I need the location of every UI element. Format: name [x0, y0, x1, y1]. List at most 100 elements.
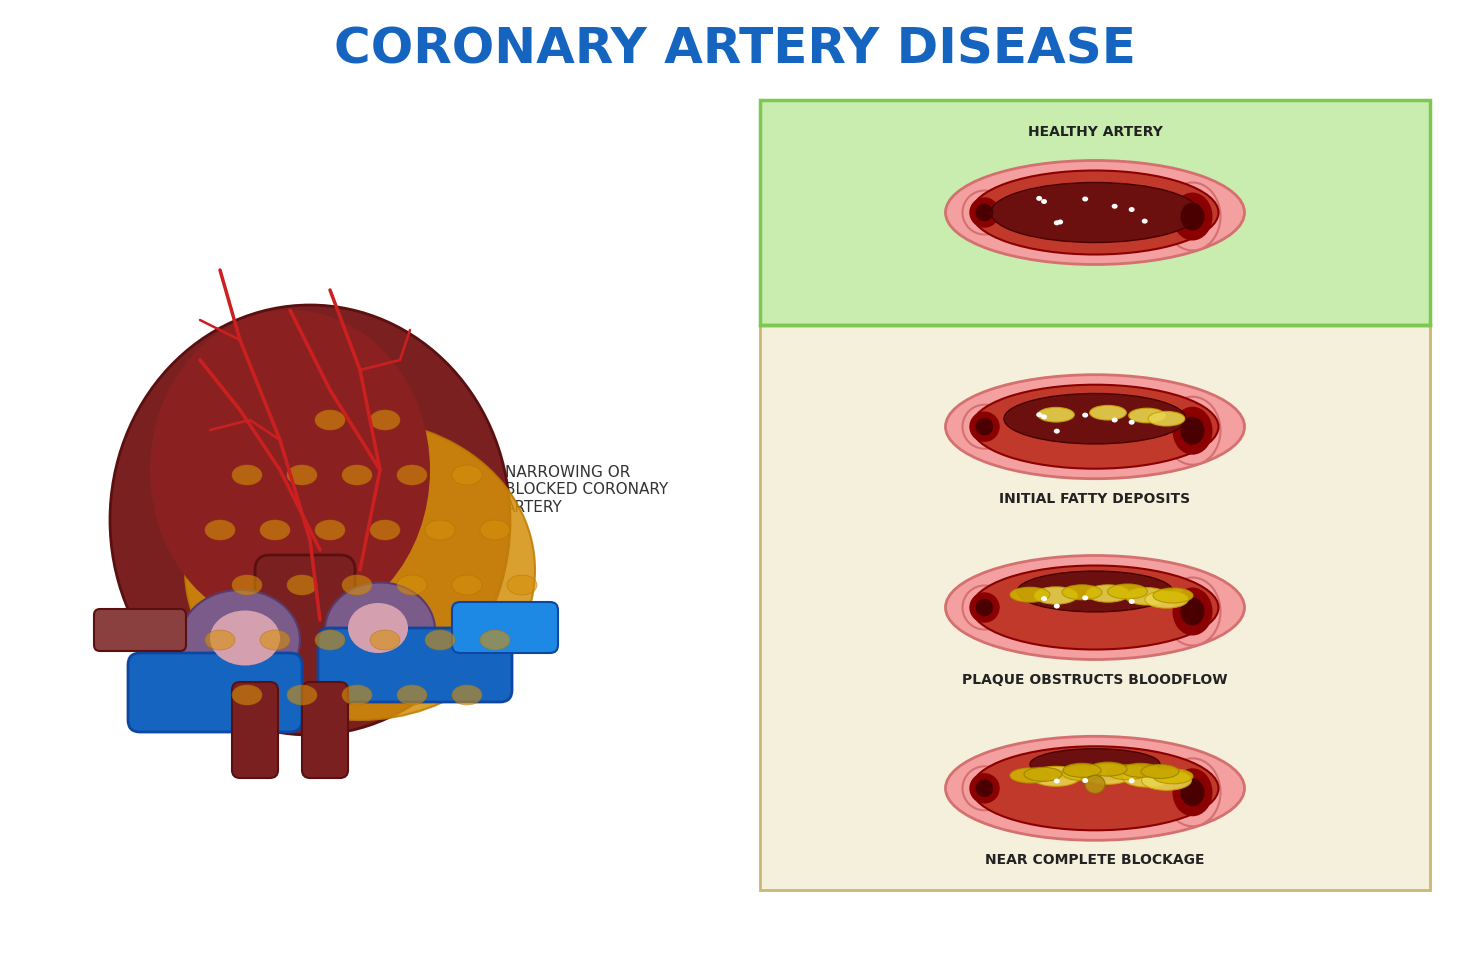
Text: PLAQUE OBSTRUCTS BLOODFLOW: PLAQUE OBSTRUCTS BLOODFLOW — [963, 672, 1227, 687]
Ellipse shape — [1041, 415, 1047, 419]
Ellipse shape — [1173, 587, 1213, 635]
Ellipse shape — [425, 630, 456, 650]
FancyBboxPatch shape — [451, 602, 559, 653]
Ellipse shape — [1036, 413, 1042, 417]
FancyBboxPatch shape — [318, 628, 512, 702]
Ellipse shape — [343, 465, 372, 485]
Ellipse shape — [1164, 182, 1220, 251]
Ellipse shape — [969, 592, 1000, 622]
Ellipse shape — [972, 385, 1219, 468]
Ellipse shape — [1017, 571, 1173, 612]
Ellipse shape — [1122, 767, 1172, 787]
Ellipse shape — [210, 611, 279, 665]
Ellipse shape — [976, 204, 994, 221]
Ellipse shape — [1036, 196, 1042, 201]
Ellipse shape — [232, 685, 262, 705]
Ellipse shape — [1054, 428, 1060, 433]
Ellipse shape — [1082, 413, 1088, 417]
Ellipse shape — [1085, 775, 1105, 793]
Ellipse shape — [1107, 764, 1148, 780]
Ellipse shape — [1063, 763, 1101, 777]
Ellipse shape — [397, 575, 426, 595]
Ellipse shape — [507, 575, 537, 595]
Ellipse shape — [1129, 778, 1135, 783]
Ellipse shape — [260, 520, 290, 540]
Ellipse shape — [1126, 588, 1169, 605]
Ellipse shape — [1142, 770, 1192, 790]
FancyBboxPatch shape — [232, 682, 278, 778]
Ellipse shape — [1086, 585, 1129, 602]
Ellipse shape — [451, 575, 482, 595]
Ellipse shape — [945, 161, 1245, 265]
Ellipse shape — [963, 585, 1007, 629]
Ellipse shape — [963, 405, 1007, 449]
Ellipse shape — [348, 603, 409, 653]
Ellipse shape — [972, 565, 1219, 650]
Ellipse shape — [232, 465, 262, 485]
Ellipse shape — [1004, 394, 1186, 444]
Ellipse shape — [1089, 762, 1127, 776]
Ellipse shape — [1111, 204, 1117, 209]
Ellipse shape — [370, 410, 400, 430]
Text: NEAR COMPLETE BLOCKAGE: NEAR COMPLETE BLOCKAGE — [985, 854, 1205, 867]
Ellipse shape — [972, 747, 1219, 830]
Ellipse shape — [991, 182, 1200, 242]
Ellipse shape — [451, 465, 482, 485]
Ellipse shape — [1129, 419, 1135, 424]
Ellipse shape — [287, 465, 318, 485]
Ellipse shape — [1164, 397, 1220, 465]
Ellipse shape — [260, 630, 290, 650]
Ellipse shape — [1010, 768, 1050, 783]
Ellipse shape — [343, 685, 372, 705]
Ellipse shape — [1129, 599, 1135, 604]
Ellipse shape — [1173, 192, 1213, 240]
FancyBboxPatch shape — [760, 100, 1430, 890]
Ellipse shape — [370, 520, 400, 540]
FancyBboxPatch shape — [94, 609, 187, 651]
Text: CORONARY ARTERY DISEASE: CORONARY ARTERY DISEASE — [334, 26, 1136, 74]
Ellipse shape — [1061, 585, 1102, 600]
Text: INITIAL FATTY DEPOSITS: INITIAL FATTY DEPOSITS — [1000, 492, 1191, 506]
Ellipse shape — [1082, 196, 1088, 202]
Ellipse shape — [110, 305, 510, 735]
Ellipse shape — [185, 420, 535, 720]
Ellipse shape — [1173, 407, 1213, 455]
FancyBboxPatch shape — [254, 555, 354, 705]
FancyBboxPatch shape — [301, 682, 348, 778]
Ellipse shape — [1122, 763, 1160, 777]
Ellipse shape — [1035, 587, 1078, 604]
Ellipse shape — [1173, 768, 1213, 816]
Ellipse shape — [976, 779, 994, 797]
Ellipse shape — [1082, 595, 1088, 601]
Ellipse shape — [150, 310, 431, 630]
Ellipse shape — [969, 412, 1000, 442]
Ellipse shape — [1152, 768, 1194, 784]
Ellipse shape — [1010, 587, 1050, 602]
Ellipse shape — [232, 575, 262, 595]
Ellipse shape — [1111, 417, 1117, 422]
Ellipse shape — [963, 190, 1007, 234]
Ellipse shape — [1164, 577, 1220, 646]
Ellipse shape — [1164, 759, 1220, 826]
Ellipse shape — [976, 599, 994, 616]
Ellipse shape — [481, 520, 510, 540]
Text: NARROWING OR
BLOCKED CORONARY
ARTERY: NARROWING OR BLOCKED CORONARY ARTERY — [506, 466, 669, 514]
FancyBboxPatch shape — [760, 100, 1430, 325]
Ellipse shape — [325, 582, 435, 677]
Ellipse shape — [1038, 408, 1075, 422]
Ellipse shape — [1054, 604, 1060, 609]
Ellipse shape — [1041, 596, 1047, 601]
Ellipse shape — [1089, 406, 1126, 420]
Ellipse shape — [481, 630, 510, 650]
Ellipse shape — [1054, 778, 1060, 783]
Ellipse shape — [204, 630, 235, 650]
Ellipse shape — [1083, 764, 1133, 784]
Ellipse shape — [287, 685, 318, 705]
Ellipse shape — [1057, 220, 1063, 224]
Ellipse shape — [1129, 207, 1135, 212]
Ellipse shape — [1107, 584, 1148, 599]
Ellipse shape — [315, 410, 345, 430]
Ellipse shape — [451, 685, 482, 705]
Ellipse shape — [397, 465, 426, 485]
Ellipse shape — [370, 630, 400, 650]
